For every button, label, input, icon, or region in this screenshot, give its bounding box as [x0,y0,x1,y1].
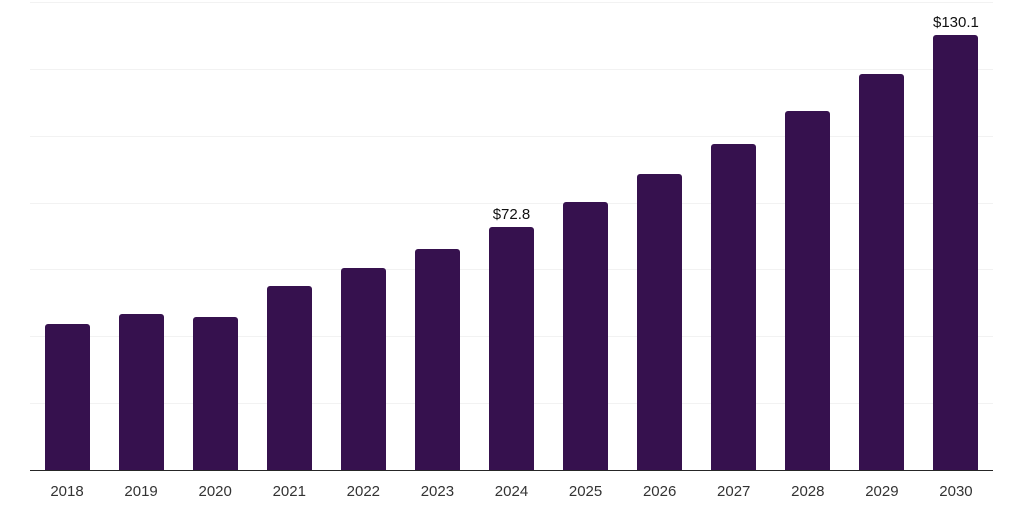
x-tick-2025: 2025 [568,483,603,500]
gridline-120 [30,68,993,70]
x-tick-2020: 2020 [198,483,232,500]
x-tick-2027: 2027 [717,483,751,500]
x-tick-2023: 2023 [420,483,455,500]
x-axis-line [30,469,993,471]
x-tick-2030: 2030 [939,483,973,500]
bar-2029[interactable] [859,73,905,470]
bar-2022[interactable] [340,268,386,470]
x-tick-2026: 2026 [642,483,677,500]
bar-2025[interactable] [563,201,609,470]
bar-2024[interactable] [489,226,534,470]
x-tick-2022: 2022 [346,483,381,500]
bar-2028[interactable] [785,111,831,470]
x-tick-2024: 2024 [494,483,529,500]
x-tick-2021: 2021 [272,483,306,500]
value-label-2024: $72.8 [492,205,531,223]
gridline-80 [30,202,993,204]
bar-2021[interactable] [266,286,312,470]
x-tick-2019: 2019 [124,483,158,500]
x-tick-2018: 2018 [50,483,84,500]
gridline-140 [30,2,993,3]
bar-2026[interactable] [637,174,683,470]
bar-2018[interactable] [44,323,90,470]
bar-2020[interactable] [192,316,238,470]
bar-2019[interactable] [118,313,164,470]
bar-2027[interactable] [711,144,757,470]
x-tick-2029: 2029 [865,483,899,500]
bar-2023[interactable] [414,249,460,470]
x-tick-2028: 2028 [791,483,825,500]
gridline-100 [30,135,993,137]
bar-2030[interactable] [933,35,979,470]
value-label-2030: $130.1 [933,14,979,32]
